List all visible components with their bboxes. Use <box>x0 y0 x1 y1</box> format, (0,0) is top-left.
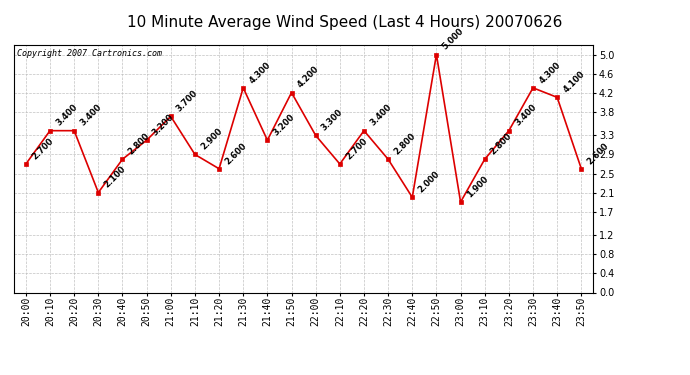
Text: 2.700: 2.700 <box>344 136 369 161</box>
Text: 5.000: 5.000 <box>441 27 466 52</box>
Text: 3.200: 3.200 <box>151 112 176 137</box>
Text: 3.400: 3.400 <box>79 103 103 128</box>
Text: 4.200: 4.200 <box>296 65 321 90</box>
Text: Copyright 2007 Cartronics.com: Copyright 2007 Cartronics.com <box>17 49 161 58</box>
Text: 4.300: 4.300 <box>538 60 562 85</box>
Text: 2.900: 2.900 <box>199 127 224 152</box>
Text: 3.400: 3.400 <box>55 103 79 128</box>
Text: 1.900: 1.900 <box>465 174 490 199</box>
Text: 3.300: 3.300 <box>320 108 345 133</box>
Text: 2.800: 2.800 <box>393 132 417 156</box>
Text: 3.700: 3.700 <box>175 89 200 114</box>
Text: 2.000: 2.000 <box>417 170 442 195</box>
Text: 10 Minute Average Wind Speed (Last 4 Hours) 20070626: 10 Minute Average Wind Speed (Last 4 Hou… <box>128 15 562 30</box>
Text: 4.300: 4.300 <box>248 60 273 85</box>
Text: 2.800: 2.800 <box>489 132 514 156</box>
Text: 3.400: 3.400 <box>368 103 393 128</box>
Text: 3.400: 3.400 <box>513 103 538 128</box>
Text: 4.100: 4.100 <box>562 69 586 94</box>
Text: 2.700: 2.700 <box>30 136 55 161</box>
Text: 2.600: 2.600 <box>586 141 611 166</box>
Text: 2.800: 2.800 <box>127 132 152 156</box>
Text: 2.600: 2.600 <box>224 141 248 166</box>
Text: 2.100: 2.100 <box>103 165 128 190</box>
Text: 3.200: 3.200 <box>272 112 297 137</box>
